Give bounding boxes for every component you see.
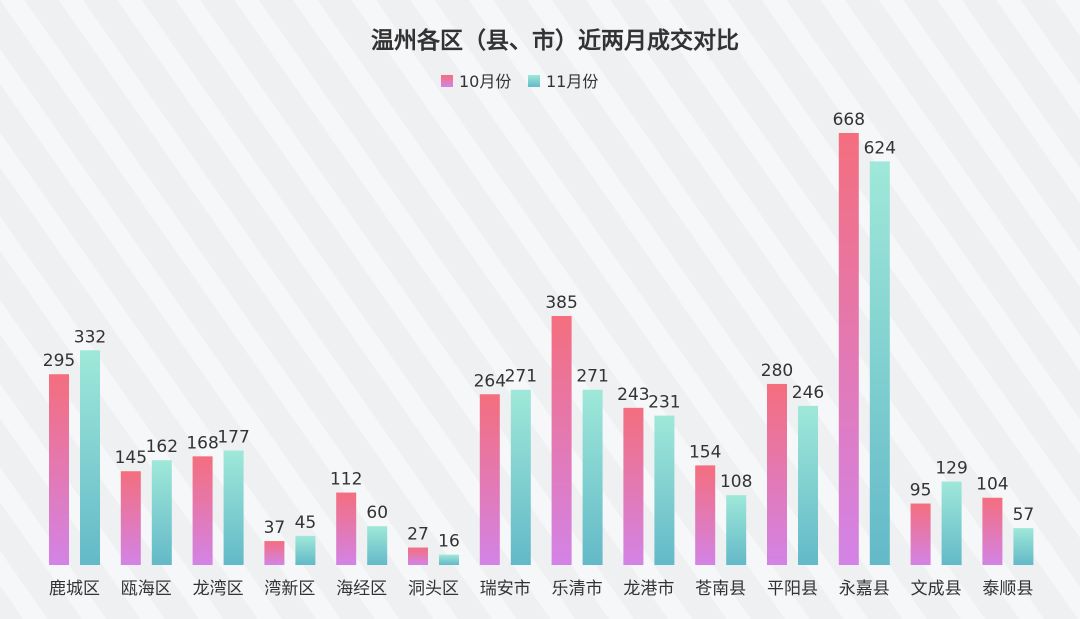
- bar-series-2-10: [798, 405, 818, 565]
- legend-swatch-series-2: [528, 75, 540, 87]
- data-label-series-2-13: 57: [1013, 505, 1035, 525]
- data-label-series-2-12: 129: [935, 459, 967, 479]
- bar-series-2-9: [726, 495, 747, 565]
- data-label-series-1-6: 264: [474, 371, 506, 391]
- bar-series-1-12: [910, 503, 931, 565]
- bar-series-2-13: [1013, 528, 1034, 565]
- data-label-series-2-4: 60: [366, 503, 388, 523]
- legend-label-series-2: 11月份: [546, 72, 598, 91]
- data-label-series-1-4: 112: [330, 470, 362, 490]
- data-label-series-2-10: 246: [792, 383, 824, 403]
- data-label-series-1-3: 37: [264, 518, 286, 538]
- x-tick-label-1: 瓯海区: [121, 579, 172, 599]
- data-label-series-1-13: 104: [976, 475, 1008, 495]
- data-label-series-2-0: 332: [74, 327, 106, 347]
- data-label-series-2-1: 162: [146, 437, 178, 457]
- legend-swatch-series-1: [441, 75, 453, 87]
- data-label-series-2-11: 624: [864, 138, 896, 158]
- data-label-series-2-5: 16: [438, 532, 460, 552]
- bar-series-1-1: [120, 471, 141, 565]
- x-tick-label-4: 海经区: [336, 579, 387, 599]
- bar-series-1-3: [264, 541, 285, 565]
- chart-title: 温州各区（县、市）近两月成交对比: [371, 27, 739, 54]
- x-tick-label-13: 泰顺县: [982, 579, 1033, 599]
- bar-series-1-7: [551, 316, 572, 565]
- bar-series-2-0: [80, 350, 100, 565]
- x-tick-label-9: 苍南县: [695, 579, 746, 599]
- data-label-series-1-2: 168: [186, 433, 218, 453]
- x-tick-label-0: 鹿城区: [49, 579, 100, 599]
- data-label-series-2-3: 45: [295, 513, 317, 533]
- data-label-series-1-11: 668: [833, 110, 865, 130]
- x-tick-label-10: 平阳县: [767, 579, 818, 599]
- bar-series-1-2: [192, 456, 213, 565]
- legend: 10月份 11月份: [441, 72, 598, 91]
- data-label-series-1-9: 154: [689, 442, 721, 462]
- data-label-series-1-12: 95: [910, 481, 932, 501]
- bar-series-2-8: [654, 415, 675, 565]
- bar-series-2-1: [151, 460, 172, 565]
- bar-series-1-5: [408, 547, 428, 565]
- data-label-series-2-9: 108: [720, 472, 752, 492]
- bar-series-1-4: [336, 492, 357, 565]
- bar-series-2-11: [869, 161, 890, 566]
- data-label-series-1-8: 243: [617, 385, 649, 405]
- bar-series-2-4: [367, 526, 388, 565]
- data-label-series-2-2: 177: [217, 428, 249, 448]
- bar-series-1-6: [479, 394, 500, 565]
- data-label-series-1-10: 280: [761, 361, 793, 381]
- data-label-series-1-0: 295: [43, 351, 75, 371]
- legend-label-series-1: 10月份: [459, 72, 511, 91]
- x-tick-label-3: 湾新区: [264, 579, 315, 599]
- bar-series-2-7: [582, 389, 603, 565]
- data-label-series-2-8: 231: [648, 393, 680, 413]
- data-label-series-2-7: 271: [576, 367, 608, 387]
- bar-series-2-3: [295, 535, 316, 565]
- x-tick-label-7: 乐清市: [552, 579, 603, 599]
- bar-series-1-8: [623, 407, 644, 565]
- bar-series-2-5: [439, 554, 459, 565]
- x-tick-label-11: 永嘉县: [839, 579, 890, 599]
- x-tick-label-8: 龙港市: [623, 579, 674, 599]
- x-tick-label-6: 瑞安市: [480, 579, 531, 599]
- bar-series-1-9: [695, 465, 716, 565]
- data-label-series-1-5: 27: [407, 525, 429, 545]
- x-tick-label-12: 文成县: [911, 579, 962, 599]
- data-label-series-2-6: 271: [505, 367, 537, 387]
- bar-series-2-2: [223, 450, 244, 565]
- data-label-series-1-1: 145: [115, 448, 147, 468]
- x-tick-label-5: 洞头区: [408, 579, 459, 599]
- bar-series-1-10: [767, 383, 787, 565]
- bar-series-1-13: [982, 497, 1003, 565]
- bar-series-1-11: [838, 133, 859, 565]
- bar-series-2-6: [510, 389, 531, 565]
- data-label-series-1-7: 385: [545, 293, 577, 313]
- bar-series-1-0: [49, 374, 69, 565]
- bar-series-2-12: [941, 481, 962, 565]
- x-tick-label-2: 龙湾区: [193, 579, 244, 599]
